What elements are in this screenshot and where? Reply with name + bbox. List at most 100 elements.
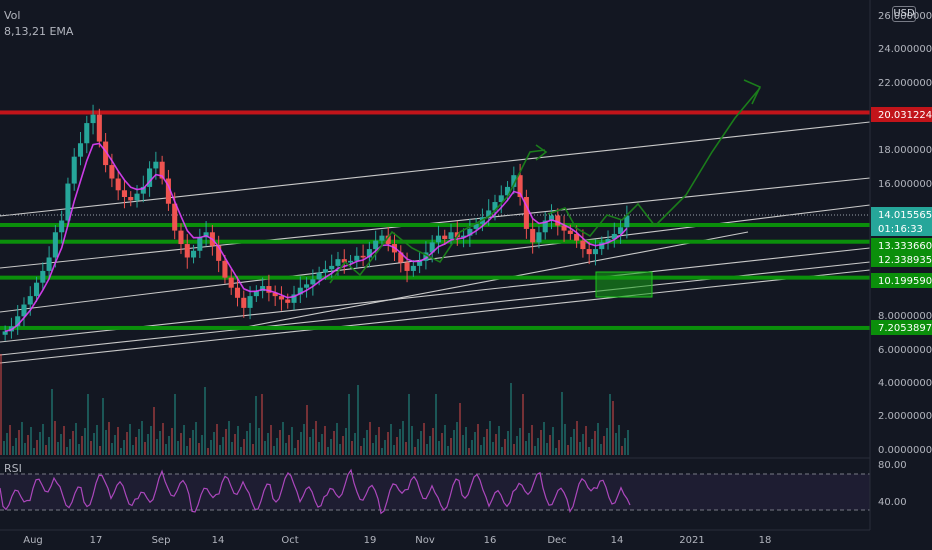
candle-body	[561, 225, 567, 231]
time-axis[interactable]: Aug 17 Sep 14 Oct 19 Nov 16 Dec 14 2021 18	[0, 529, 870, 546]
volume-bar	[201, 435, 203, 455]
volume-bar	[363, 438, 365, 455]
volume-bar	[132, 445, 134, 455]
volume-bar	[291, 427, 293, 455]
candle-body	[228, 277, 234, 288]
candle-body	[567, 230, 573, 234]
candle-body	[599, 242, 605, 250]
volume-bar	[282, 422, 284, 455]
volume-bar	[138, 429, 140, 455]
volume-bar	[264, 441, 266, 455]
candle-body	[304, 284, 310, 288]
volume-bar	[333, 431, 335, 455]
volume-bar	[213, 432, 215, 455]
volume-bar	[402, 421, 404, 455]
volume-bar	[141, 421, 143, 455]
volume-bar	[384, 440, 386, 455]
time-tick-label: Aug	[23, 535, 43, 546]
candle-body	[77, 143, 84, 157]
volume-bar	[258, 428, 260, 455]
volume-bar	[237, 426, 239, 455]
candle-body	[542, 220, 548, 233]
candle-body	[429, 242, 435, 253]
candle-body	[348, 260, 354, 263]
volume-bar	[573, 429, 575, 455]
rsi-line	[0, 468, 631, 515]
price-label-text: 01:16:33	[878, 224, 923, 235]
volume-bar	[528, 433, 530, 455]
volume-bar	[267, 433, 269, 455]
projection-past-swing	[329, 149, 546, 284]
volume-bar	[579, 442, 581, 455]
horizontal-levels	[0, 110, 870, 330]
volume-bar	[69, 439, 71, 455]
volume-bar	[285, 443, 287, 455]
volume-bar	[561, 392, 563, 455]
candle-body	[253, 291, 259, 297]
short-trendline	[229, 231, 749, 331]
volume-bar	[558, 440, 560, 455]
volume-bar	[378, 427, 380, 455]
volume-bar	[108, 422, 110, 455]
volume-bar	[288, 435, 290, 455]
volume-bar	[540, 430, 542, 455]
volume-bar	[336, 423, 338, 455]
candle-body	[241, 297, 247, 308]
volume-bar	[18, 430, 20, 455]
candle-body	[517, 175, 523, 197]
volume-bar	[345, 428, 347, 455]
candle-body	[266, 286, 272, 293]
volume-bar	[483, 437, 485, 455]
volume-bar	[606, 428, 608, 455]
ema-line	[4, 142, 628, 333]
volume-bar	[171, 428, 173, 455]
volume-bar	[33, 448, 35, 455]
volume-bar	[159, 431, 161, 455]
volume-bar	[447, 446, 449, 455]
candle-body	[442, 235, 448, 239]
price-label-tag	[871, 252, 932, 267]
candle-body	[366, 249, 372, 258]
candle-body	[580, 240, 586, 250]
volume-bar	[180, 433, 182, 455]
currency-badge[interactable]: USD	[892, 6, 916, 22]
volume-bar	[162, 423, 164, 455]
volume-bar	[360, 446, 362, 455]
volume-bar	[468, 448, 470, 455]
price-label-tag	[871, 207, 932, 222]
candle-body	[247, 296, 253, 308]
volume-bar	[492, 442, 494, 455]
volume-bar	[486, 429, 488, 455]
volume-bar	[156, 439, 158, 455]
candle-body	[523, 197, 529, 229]
candle-body	[354, 255, 360, 261]
time-tick-label: 14	[212, 535, 225, 546]
price-label-text: 20.03122453	[878, 110, 932, 121]
candle-body	[417, 260, 423, 266]
candle-body	[548, 215, 555, 221]
candle-body	[404, 262, 410, 271]
rsi-tick-40: 40.00	[878, 497, 907, 508]
candle-body	[555, 215, 561, 226]
rsi-label: RSI	[4, 462, 22, 475]
candle-body	[291, 294, 297, 303]
volume-bar	[174, 394, 176, 455]
volume-bar	[87, 394, 89, 455]
volume-bar	[234, 434, 236, 455]
candle-body	[2, 331, 8, 335]
volume-bar	[228, 421, 230, 455]
volume-bar	[216, 424, 218, 455]
volume-bar	[594, 431, 596, 455]
volume-bar	[387, 432, 389, 455]
volume-bar	[93, 433, 95, 455]
candle-body	[360, 255, 366, 258]
candle-body	[84, 123, 90, 144]
